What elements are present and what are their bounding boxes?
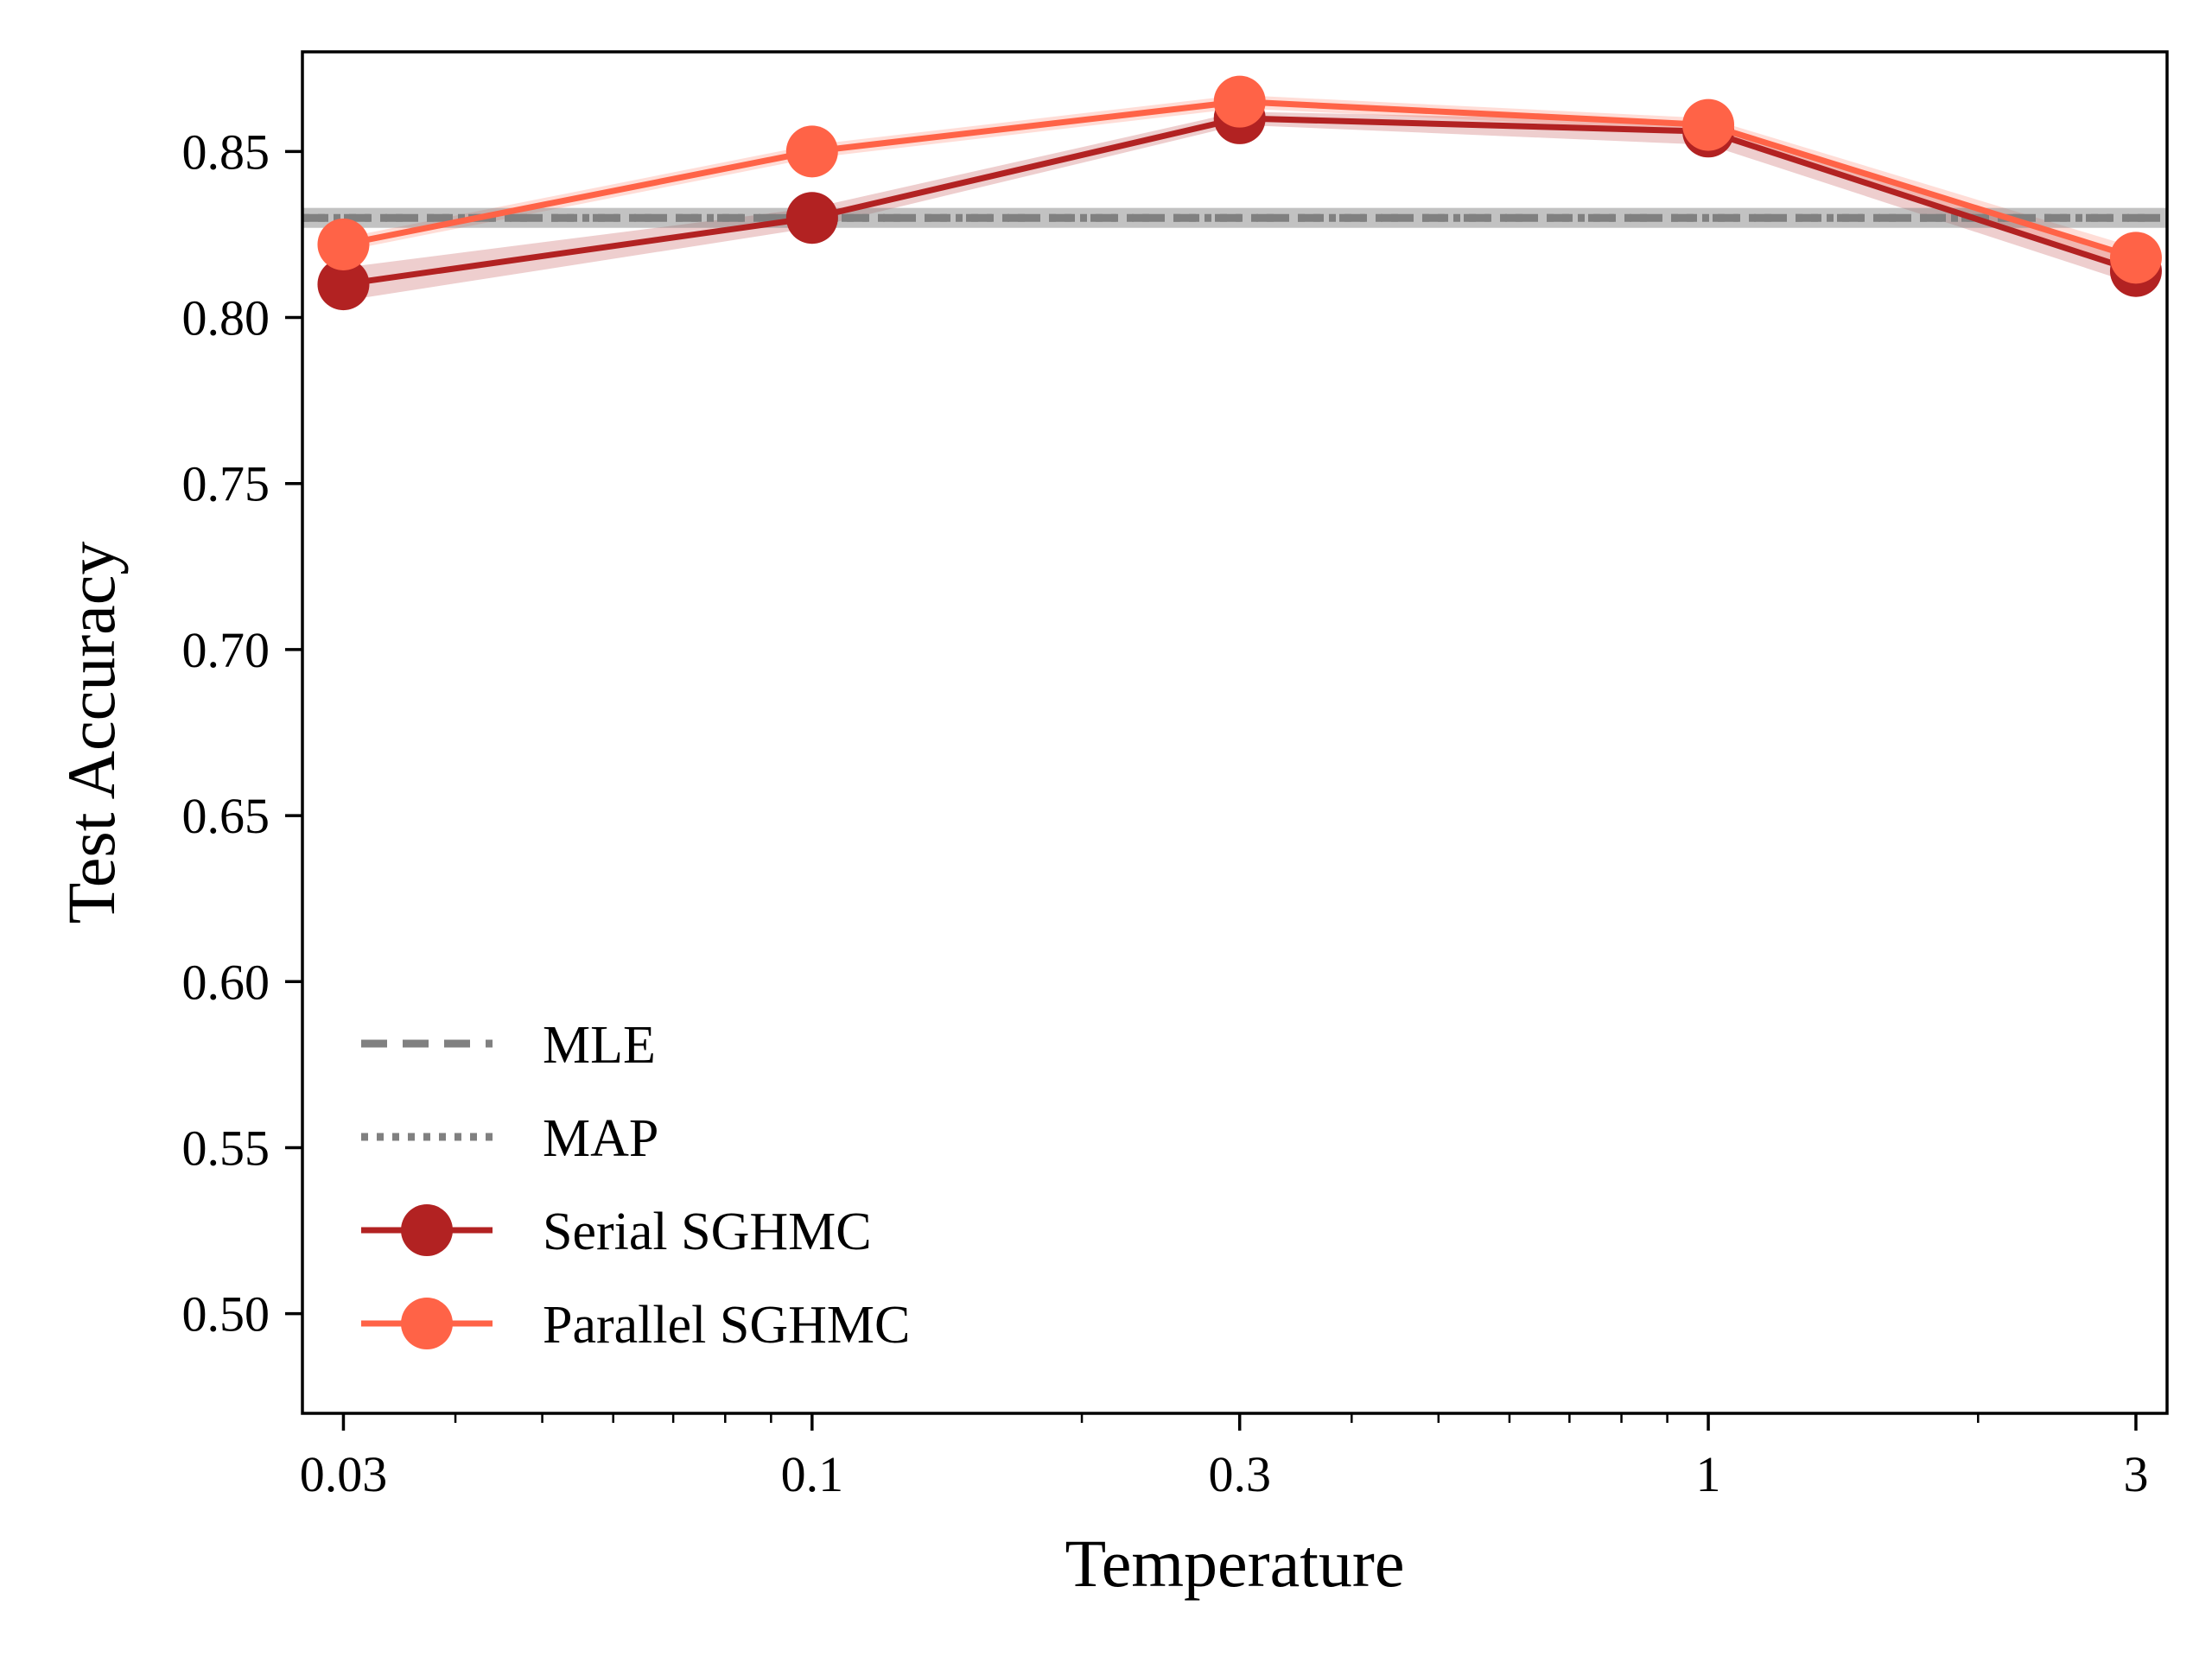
data-point-parallel-sghmc (1682, 98, 1735, 151)
y-tick-label: 0.75 (182, 456, 270, 512)
y-tick-label: 0.80 (182, 290, 270, 346)
x-tick-label: 1 (1696, 1446, 1721, 1502)
y-tick-label: 0.55 (182, 1120, 270, 1176)
data-point-parallel-sghmc (317, 218, 370, 270)
x-tick-label: 0.1 (781, 1446, 844, 1502)
axes-layer: 0.03 0.1 0.3 1 3 0.50 0.55 0.60 0.65 0.70 0.75 0.80… (54, 50, 2169, 1601)
x-tick-label: 0.3 (1208, 1446, 1271, 1502)
x-tick-label: 3 (2123, 1446, 2148, 1502)
legend-marker-parallel-sghmc (401, 1298, 453, 1349)
legend-marker-serial-sghmc (401, 1204, 453, 1256)
legend: MLE MAP Serial SGHMC Parallel SGHMC (361, 1016, 910, 1355)
plot-frame (301, 50, 2169, 1415)
y-axis-label: Test Accuracy (54, 542, 129, 924)
y-tick-label: 0.50 (182, 1286, 270, 1342)
data-point-serial-sghmc (785, 192, 838, 244)
legend-label-parallel-sghmc: Parallel SGHMC (543, 1296, 910, 1355)
y-tick-label: 0.60 (182, 954, 270, 1010)
legend-label-serial-sghmc: Serial SGHMC (543, 1203, 872, 1261)
legend-label-map: MAP (543, 1109, 658, 1168)
series-layer (317, 75, 2162, 311)
y-tick-label: 0.85 (182, 124, 270, 180)
data-point-parallel-sghmc (2109, 232, 2162, 284)
y-tick-label: 0.70 (182, 622, 270, 678)
ref-band-map (302, 207, 2167, 228)
legend-label-mle: MLE (543, 1016, 656, 1075)
x-axis-label: Temperature (1065, 1526, 1405, 1601)
data-point-parallel-sghmc (1213, 75, 1266, 128)
reference-lines-layer (302, 207, 2167, 228)
x-tick-label: 0.03 (300, 1446, 388, 1502)
data-point-serial-sghmc (317, 258, 370, 311)
y-tick-label: 0.65 (182, 788, 270, 844)
data-point-parallel-sghmc (785, 125, 838, 178)
